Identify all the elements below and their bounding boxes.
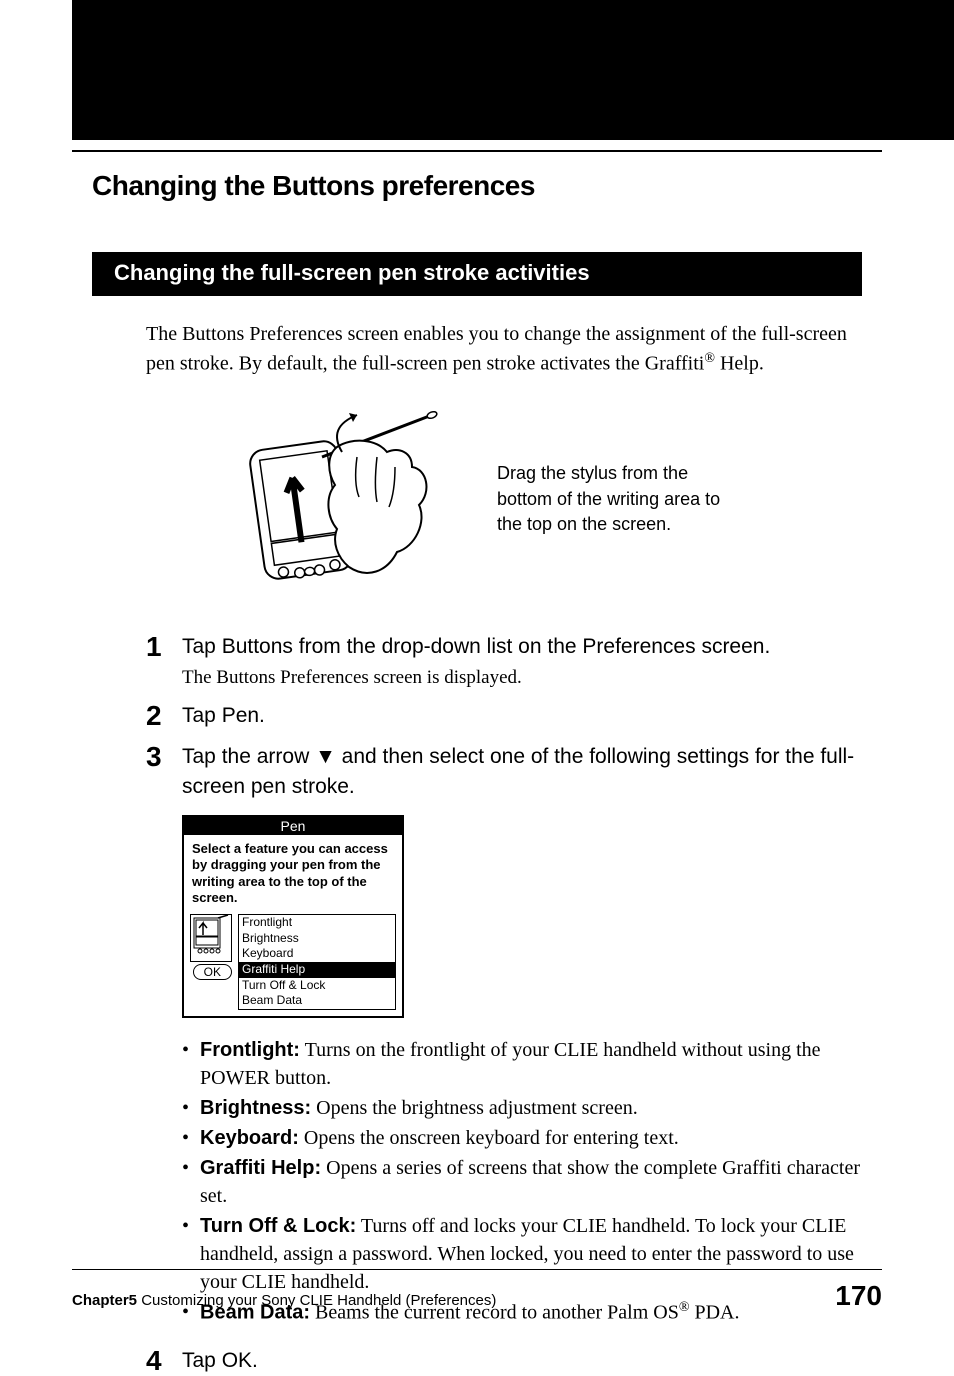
step-heading: Tap the arrow ▼ and then select one of t… — [182, 742, 862, 801]
step-heading: Tap Buttons from the drop-down list on t… — [182, 632, 862, 661]
pen-option-item: Beam Data — [239, 993, 395, 1009]
bullet-term: Turn Off & Lock: — [200, 1215, 356, 1237]
bullet-marker: • — [182, 1036, 200, 1092]
page-footer: Chapter5 Customizing your Sony CLIE Hand… — [72, 1269, 882, 1312]
step-item: 1 Tap Buttons from the drop-down list on… — [146, 632, 862, 689]
step-item: 4 Tap OK. — [146, 1346, 862, 1375]
pen-dialog-option-list: FrontlightBrightnessKeyboardGraffiti Hel… — [238, 914, 396, 1010]
page-title: Changing the Buttons preferences — [92, 170, 862, 202]
bullet-item: •Frontlight: Turns on the frontlight of … — [182, 1036, 862, 1092]
step-number: 3 — [146, 742, 182, 771]
intro-text-post: Help. — [715, 353, 764, 375]
pen-option-item: Graffiti Help — [239, 962, 395, 978]
footer-chapter: Chapter5 — [72, 1292, 137, 1309]
step-item: 2 Tap Pen. — [146, 701, 862, 730]
step-item: 3 Tap the arrow ▼ and then select one of… — [146, 742, 862, 1328]
stylus-drag-illustration — [227, 397, 457, 602]
pen-dialog-icon: OK — [190, 914, 232, 982]
pen-dialog-screenshot: Pen Select a feature you can access by d… — [182, 815, 404, 1018]
footer-chapter-title: Customizing your Sony CLIE Handheld (Pre… — [137, 1292, 496, 1309]
step-subtext: The Buttons Preferences screen is displa… — [182, 667, 862, 689]
pen-dialog-description: Select a feature you can access by dragg… — [184, 835, 402, 912]
figure-row: Drag the stylus from the bottom of the w… — [92, 397, 862, 602]
pen-option-item: Brightness — [239, 931, 395, 947]
pen-option-item: Turn Off & Lock — [239, 978, 395, 994]
intro-paragraph: The Buttons Preferences screen enables y… — [146, 320, 862, 379]
bullet-term: Keyboard: — [200, 1127, 299, 1149]
bullet-body: Graffiti Help: Opens a series of screens… — [200, 1154, 862, 1210]
bullet-marker: • — [182, 1094, 200, 1122]
step-list: 1 Tap Buttons from the drop-down list on… — [146, 632, 862, 1376]
section-heading: Changing the full-screen pen stroke acti… — [92, 252, 862, 296]
bullet-item: •Keyboard: Opens the onscreen keyboard f… — [182, 1124, 862, 1152]
bullet-desc: Opens the brightness adjustment screen. — [311, 1097, 638, 1119]
bullet-marker: • — [182, 1154, 200, 1210]
pen-dialog-ok-button: OK — [193, 964, 232, 980]
bullet-desc: Opens the onscreen keyboard for entering… — [299, 1127, 679, 1149]
step-number: 4 — [146, 1346, 182, 1375]
bullet-term: Graffiti Help: — [200, 1157, 321, 1179]
header-rule — [72, 150, 882, 152]
figure-caption: Drag the stylus from the bottom of the w… — [497, 461, 727, 537]
bullet-item: •Graffiti Help: Opens a series of screen… — [182, 1154, 862, 1210]
step-heading: Tap Pen. — [182, 701, 862, 730]
bullet-term: Brightness: — [200, 1097, 311, 1119]
step-number: 2 — [146, 701, 182, 730]
registered-mark: ® — [704, 351, 715, 366]
pen-dialog-title: Pen — [184, 817, 402, 835]
bullet-item: •Brightness: Opens the brightness adjust… — [182, 1094, 862, 1122]
bullet-marker: • — [182, 1124, 200, 1152]
step-heading: Tap OK. — [182, 1346, 862, 1375]
header-black-bar — [72, 0, 954, 140]
bullet-body: Keyboard: Opens the onscreen keyboard fo… — [200, 1124, 862, 1152]
bullet-term: Frontlight: — [200, 1039, 300, 1061]
bullet-body: Brightness: Opens the brightness adjustm… — [200, 1094, 862, 1122]
bullet-body: Frontlight: Turns on the frontlight of y… — [200, 1036, 862, 1092]
pen-option-item: Keyboard — [239, 946, 395, 962]
step-number: 1 — [146, 632, 182, 661]
pen-option-item: Frontlight — [239, 915, 395, 931]
footer-page-number: 170 — [835, 1280, 882, 1312]
